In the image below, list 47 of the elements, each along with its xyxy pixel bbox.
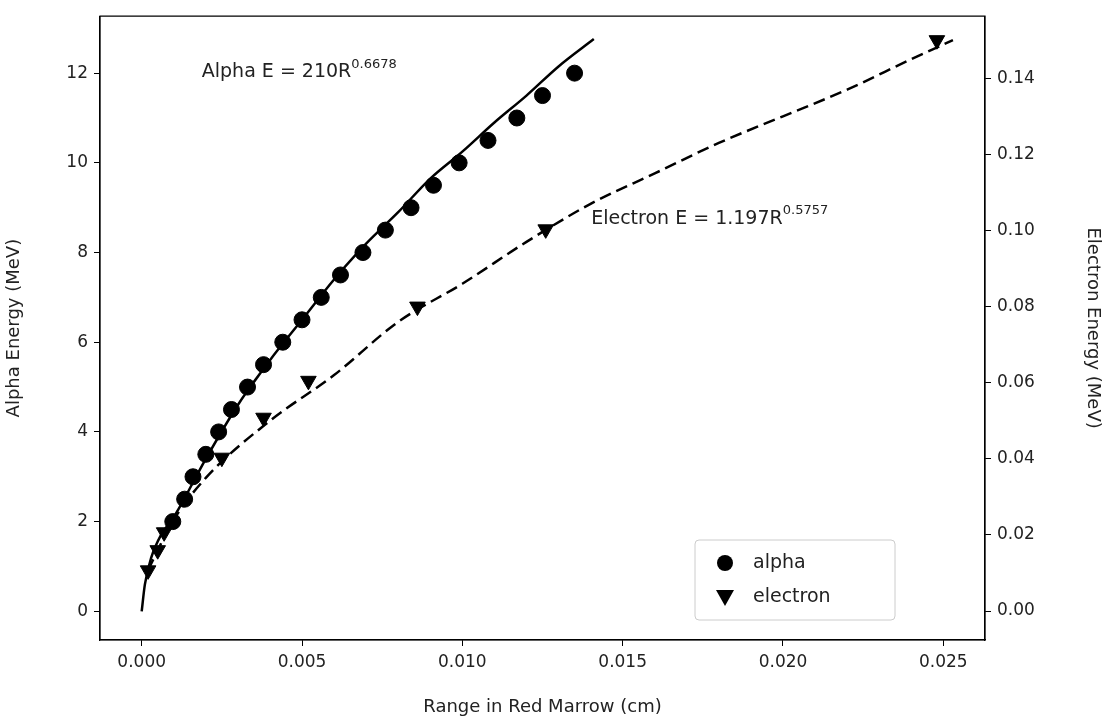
point <box>176 490 194 508</box>
point <box>424 176 442 194</box>
point <box>534 87 551 105</box>
legend-label: electron <box>753 583 831 606</box>
y-tick-label: 12 <box>66 61 88 82</box>
point <box>255 356 273 374</box>
y-tick-label: 8 <box>77 240 88 261</box>
point <box>402 199 420 217</box>
y-axis-title: Alpha Energy (MeV) <box>2 238 24 418</box>
point <box>450 154 468 172</box>
y2-tick-label: 0.00 <box>997 599 1035 620</box>
y-tick-label: 10 <box>66 151 88 172</box>
point <box>376 221 394 239</box>
y2-tick-label: 0.06 <box>997 371 1035 392</box>
x-tick-label: 0.005 <box>277 650 327 671</box>
point <box>222 400 240 418</box>
y2-tick-label: 0.08 <box>997 295 1035 316</box>
y2-tick-label: 0.12 <box>997 142 1035 163</box>
y-tick-label: 2 <box>77 510 88 531</box>
y2-axis-title: Electron Energy (MeV) <box>1083 227 1105 429</box>
point <box>197 445 215 463</box>
point <box>274 333 292 351</box>
point <box>479 131 497 149</box>
x-tick-label: 0.025 <box>918 650 968 671</box>
x-tick-label: 0.015 <box>598 650 647 671</box>
y2-tick-label: 0.10 <box>997 218 1035 239</box>
point <box>184 468 202 486</box>
point <box>239 378 256 396</box>
point <box>354 244 372 262</box>
y2-tick-label: 0.04 <box>997 447 1035 468</box>
y2-tick-label: 0.02 <box>997 523 1035 544</box>
y-tick-label: 0 <box>77 599 88 620</box>
point <box>331 266 349 284</box>
legend-label: alpha <box>753 549 806 572</box>
x-tick-label: 0.020 <box>758 650 808 671</box>
y2-tick-label: 0.14 <box>997 66 1035 87</box>
point <box>164 513 182 531</box>
point <box>566 64 584 82</box>
x-axis-title: Range in Red Marrow (cm) <box>423 694 662 716</box>
point <box>210 423 228 441</box>
point <box>312 288 330 306</box>
point <box>293 311 311 329</box>
x-tick-label: 0.010 <box>438 650 487 671</box>
x-tick-label: 0.000 <box>117 650 167 671</box>
point <box>508 109 526 127</box>
y-tick-label: 6 <box>77 330 88 351</box>
y-tick-label: 4 <box>77 420 88 441</box>
